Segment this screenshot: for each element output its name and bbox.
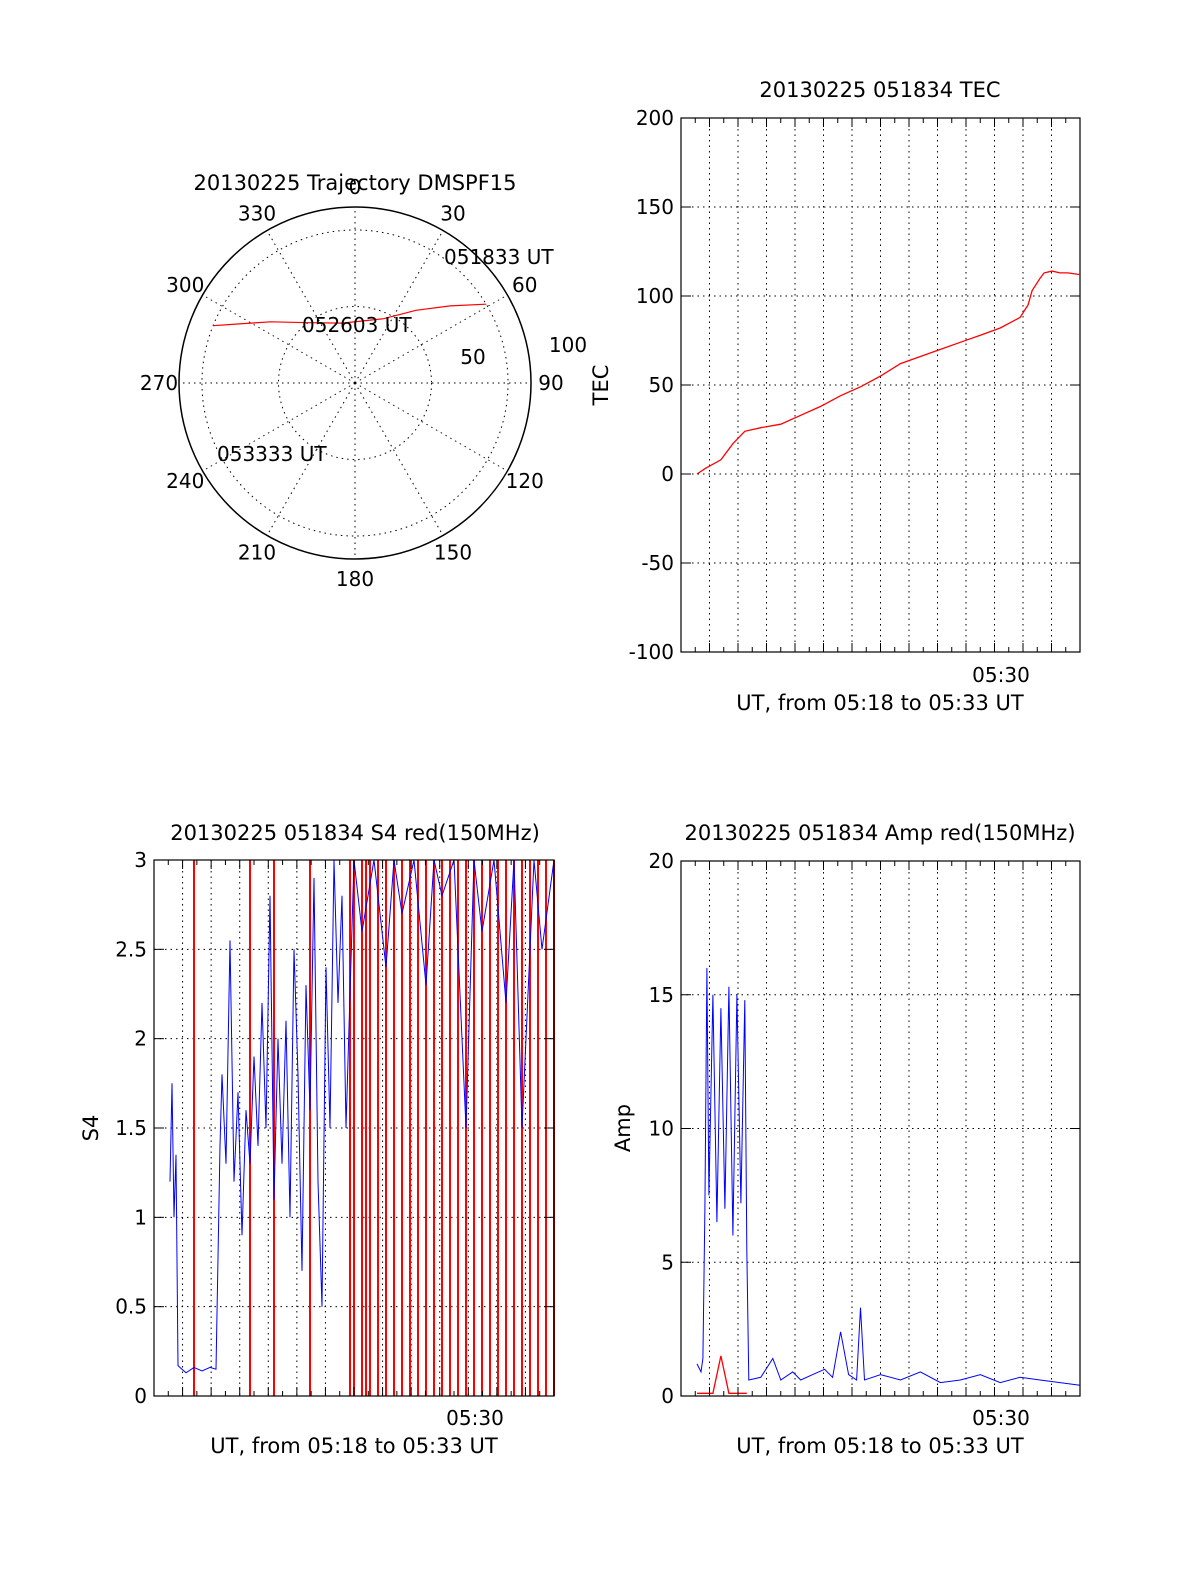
azimuth-tick-label: 300 <box>166 273 204 297</box>
azimuth-tick-label: 330 <box>238 201 276 225</box>
trajectory-annotation-start: 051833 UT <box>444 245 554 269</box>
y-tick-label: 1 <box>134 1205 147 1229</box>
y-tick-label: 50 <box>649 373 674 397</box>
polar-outer-ring <box>178 206 532 560</box>
y-tick-label: 10 <box>649 1117 674 1141</box>
tec-title: 20130225 051834 TEC <box>759 78 1000 102</box>
tec-series-line <box>696 270 1081 475</box>
s4-blue-series-line <box>169 859 555 1374</box>
azimuth-tick-label: 240 <box>166 469 204 493</box>
polar-spoke <box>354 294 508 384</box>
s4-y-ticks: 0 0.5 1 1.5 2 2.5 3 <box>115 848 555 1408</box>
tec-panel: 20130225 051834 TEC -100-50050100150200 … <box>589 78 1081 715</box>
y-tick-label: 0.5 <box>115 1295 147 1319</box>
y-tick-label: -100 <box>629 640 674 664</box>
y-tick-label: 2 <box>134 1027 147 1051</box>
azimuth-tick-label: 0 <box>349 175 362 199</box>
y-tick-label: 20 <box>649 849 674 873</box>
tec-x-axis-label: UT, from 05:18 to 05:33 UT <box>736 691 1024 715</box>
s4-x-axis-label: UT, from 05:18 to 05:33 UT <box>210 1434 498 1458</box>
amp-title: 20130225 051834 Amp red(150MHz) <box>684 821 1075 845</box>
polar-spoke <box>354 230 444 384</box>
tec-y-ticks: -100 -50 0 50 100 150 200 <box>629 106 1081 664</box>
y-tick-label: 200 <box>636 106 674 130</box>
azimuth-tick-label: 210 <box>238 541 276 565</box>
trajectory-annotation-mid: 052603 UT <box>302 313 412 337</box>
trajectory-title: 20130225 Trajectory DMSPF15 <box>193 171 516 195</box>
trajectory-line <box>213 303 487 327</box>
azimuth-tick-label: 180 <box>336 567 374 591</box>
trajectory-annotation-end: 053333 UT <box>217 442 327 466</box>
amp-grid <box>681 861 1080 1396</box>
radial-tick-label: 100 <box>549 333 587 357</box>
trajectory-polar-panel: 20130225 Trajectory DMSPF15 0 30 60 90 120 15… <box>140 171 587 591</box>
azimuth-tick-label: 150 <box>434 541 472 565</box>
polar-radial-ring <box>277 305 433 461</box>
polar-spoke <box>266 230 356 384</box>
radial-tick-label: 50 <box>460 345 485 369</box>
polar-spoke <box>202 382 356 472</box>
amp-x-axis-label: UT, from 05:18 to 05:33 UT <box>736 1434 1024 1458</box>
polar-radial-ring <box>201 229 509 537</box>
s4-grid <box>154 860 554 1396</box>
polar-spoke <box>266 382 356 536</box>
y-tick-label: 2.5 <box>115 937 147 961</box>
azimuth-tick-label: 60 <box>512 273 537 297</box>
amp-y-ticks: 0 5 10 15 20 <box>649 849 1081 1408</box>
polar-spoke <box>354 382 508 472</box>
tec-x-tick-label: 05:30 <box>972 663 1030 687</box>
amp-blue-series-line <box>696 967 1081 1386</box>
tec-y-axis-label: TEC <box>589 365 613 407</box>
polar-spoke <box>354 382 444 536</box>
azimuth-tick-label: 270 <box>140 371 178 395</box>
polar-grid <box>179 207 531 559</box>
y-tick-label: 100 <box>636 284 674 308</box>
azimuth-tick-label: 90 <box>538 371 563 395</box>
amp-panel: 20130225 051834 Amp red(150MHz) 0 5 10 15 20… <box>611 821 1081 1458</box>
y-tick-label: 5 <box>661 1250 674 1274</box>
y-tick-label: 1.5 <box>115 1116 147 1140</box>
s4-x-tick-label: 05:30 <box>446 1406 504 1430</box>
amp-y-axis-label: Amp <box>611 1104 635 1152</box>
y-tick-label: 3 <box>134 848 147 872</box>
y-tick-label: 15 <box>649 983 674 1007</box>
s4-title: 20130225 051834 S4 red(150MHz) <box>170 821 540 845</box>
y-tick-label: 0 <box>661 1384 674 1408</box>
s4-y-axis-label: S4 <box>79 1115 103 1142</box>
amp-red-series-line <box>697 1355 747 1394</box>
amp-x-tick-label: 05:30 <box>972 1406 1030 1430</box>
y-tick-label: 0 <box>661 462 674 486</box>
polar-azimuth-labels: 0 30 60 90 120 150 180 210 240 270 300 330 <box>140 175 564 591</box>
s4-red-spikes <box>193 860 555 1396</box>
azimuth-tick-label: 120 <box>506 469 544 493</box>
s4-panel: 20130225 051834 S4 red(150MHz) 0 0.5 1 1.5 2… <box>79 821 555 1458</box>
y-tick-label: 0 <box>134 1384 147 1408</box>
azimuth-tick-label: 30 <box>440 201 465 225</box>
tec-grid <box>681 118 1080 652</box>
y-tick-label: -50 <box>641 551 674 575</box>
y-tick-label: 150 <box>636 195 674 219</box>
polar-spoke <box>202 294 356 384</box>
